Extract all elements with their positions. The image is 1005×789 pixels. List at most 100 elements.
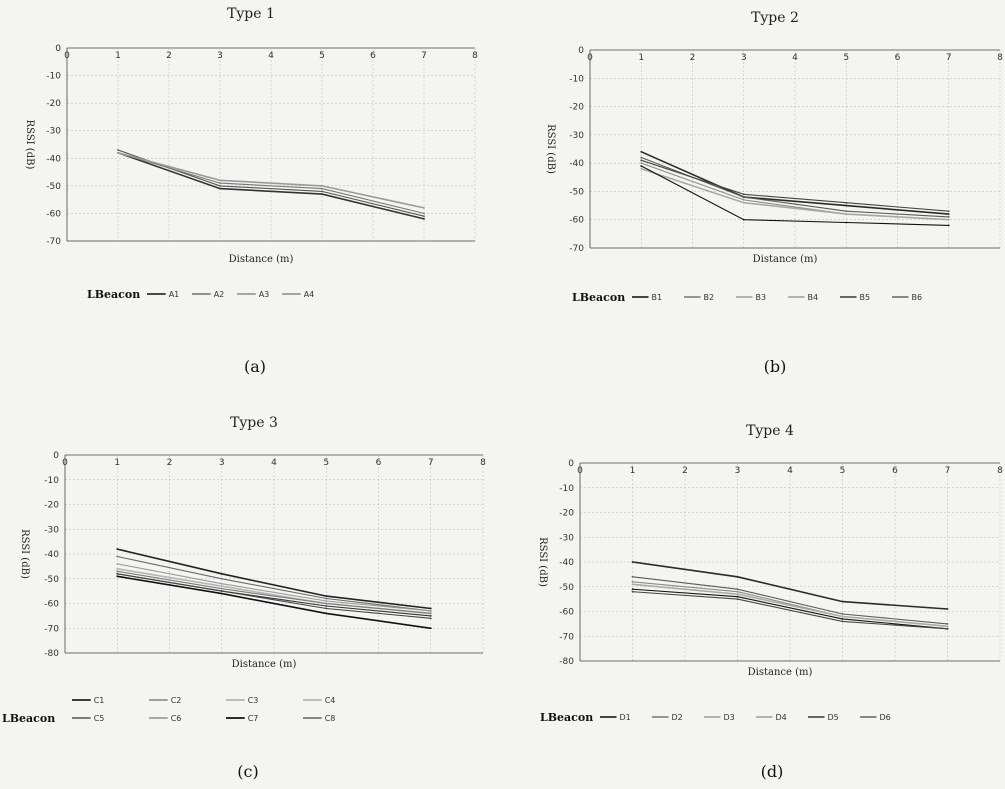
- x-tick-label: 0: [587, 53, 593, 63]
- data-point-a2: [117, 149, 119, 151]
- data-point-d6: [946, 627, 949, 630]
- data-point-d2: [736, 588, 739, 591]
- data-point-d5: [736, 595, 739, 598]
- legend-item-a1: A1: [169, 290, 180, 299]
- y-axis-label: RSSI (dB): [19, 529, 30, 579]
- series-line-c2: [117, 555, 431, 612]
- legend-item-d6: D6: [880, 713, 891, 722]
- x-tick-label: 1: [638, 53, 644, 63]
- legend-item-c1: C1: [94, 696, 105, 705]
- series-line-c8: [117, 573, 431, 619]
- x-tick-label: 5: [323, 458, 329, 468]
- data-point-b6: [640, 159, 643, 162]
- chart-panel-d: Type 4 0 -10 -20 -30 -40 -50 -60 -70 -80 0 1 2 3 4 5 6 7 8…: [510, 395, 1003, 789]
- data-point-d1: [631, 561, 634, 563]
- data-point-a4: [423, 207, 425, 209]
- series-line-c6: [117, 570, 431, 614]
- data-point-b5: [947, 224, 950, 227]
- y-tick-label: 0: [53, 451, 59, 461]
- data-point-c1: [429, 607, 432, 610]
- x-tick-label: 7: [428, 458, 434, 468]
- data-point-c6: [429, 612, 432, 615]
- data-point-d1: [736, 575, 739, 578]
- legend-item-d4: D4: [776, 713, 787, 722]
- legend-title: LBeacon: [572, 291, 625, 304]
- y-tick-label: -20: [569, 103, 584, 113]
- y-tick-label: -70: [46, 237, 61, 247]
- x-axis-label: Distance (m): [232, 659, 297, 670]
- y-tick-label: -80: [44, 649, 59, 659]
- figure-caption: (c): [237, 762, 258, 781]
- data-point-c7: [220, 592, 223, 595]
- y-axis-label: RSSI (dB): [537, 537, 548, 587]
- x-tick-label: 1: [114, 458, 120, 468]
- data-point-c4: [220, 585, 223, 588]
- x-axis-label: Distance (m): [748, 667, 813, 678]
- x-tick-label: 4: [268, 51, 274, 61]
- x-tick-label: 8: [480, 458, 486, 468]
- x-tick-label: 3: [735, 466, 741, 476]
- legend-title: LBeacon: [87, 288, 140, 301]
- data-point-b1: [947, 213, 950, 215]
- data-point-d5: [631, 588, 634, 591]
- legend-item-b6: B6: [912, 293, 923, 302]
- legend: LBeacon C1 C2 C3 C4 C5 C6 C7 C8: [2, 696, 335, 725]
- data-point-b3: [742, 199, 745, 201]
- data-point-c8: [429, 617, 432, 620]
- y-tick-label: -10: [559, 484, 574, 494]
- data-point-c4: [116, 567, 119, 570]
- data-point-d1: [841, 600, 844, 603]
- y-tick-label: -70: [44, 624, 59, 634]
- data-point-d4: [736, 593, 739, 596]
- data-point-b1: [845, 204, 848, 207]
- x-tick-label: 0: [64, 51, 70, 61]
- data-point-d6: [736, 598, 739, 601]
- x-tick-label: 2: [690, 53, 696, 63]
- data-point-d6: [631, 590, 634, 593]
- legend: LBeacon D1 D2 D3 D4 D5 D6: [540, 711, 891, 724]
- series-line-a4: [117, 152, 425, 209]
- x-tick-label: 2: [682, 466, 688, 476]
- y-tick-label: -60: [46, 209, 61, 219]
- figure-caption: (a): [244, 357, 266, 376]
- x-tick-label: 4: [792, 53, 798, 63]
- data-point-a4: [321, 184, 323, 187]
- chart-title: Type 3: [230, 415, 278, 431]
- y-tick-label: -10: [44, 476, 59, 486]
- x-tick-label: 1: [630, 466, 636, 476]
- x-tick-label: 5: [319, 51, 325, 61]
- data-point-b6: [845, 201, 848, 204]
- y-tick-label: -30: [569, 131, 584, 141]
- series-line-b1: [640, 151, 949, 215]
- y-tick-label: -50: [46, 182, 61, 192]
- series-line-d2: [632, 576, 948, 625]
- data-point-c3: [116, 563, 119, 565]
- data-point-a3: [321, 187, 323, 190]
- y-axis-label: RSSI (dB): [545, 124, 556, 174]
- data-point-a2: [219, 184, 221, 187]
- legend-item-c7: C7: [248, 714, 259, 723]
- legend: LBeacon A1 A2 A3 A4: [87, 288, 314, 301]
- legend-item-b4: B4: [808, 293, 819, 302]
- legend-item-c4: C4: [325, 696, 336, 705]
- series-line-d5: [632, 588, 948, 630]
- y-tick-label: -50: [569, 187, 584, 197]
- data-point-a4: [117, 151, 119, 154]
- x-tick-label: 6: [892, 466, 898, 476]
- x-tick-label: 4: [271, 458, 277, 468]
- legend-item-c3: C3: [248, 696, 259, 705]
- data-point-a4: [219, 179, 221, 182]
- data-point-d2: [946, 622, 949, 625]
- data-point-c6: [116, 570, 119, 573]
- x-tick-label: 5: [840, 466, 846, 476]
- chart-panel-a: Type 1 0 -10 -20 -30 -40 -50 -60 -70 0 1 2 3 4 5 6 7 8 Dis…: [15, 0, 505, 395]
- legend-item-d2: D2: [672, 713, 683, 722]
- data-point-c3: [220, 582, 223, 585]
- x-tick-label: 3: [219, 458, 225, 468]
- y-tick-label: -50: [559, 583, 574, 593]
- x-tick-label: 6: [895, 53, 901, 63]
- y-tick-label: -80: [559, 657, 574, 667]
- x-tick-label: 0: [62, 458, 68, 468]
- data-point-b4: [742, 201, 745, 204]
- data-point-c3: [325, 600, 328, 602]
